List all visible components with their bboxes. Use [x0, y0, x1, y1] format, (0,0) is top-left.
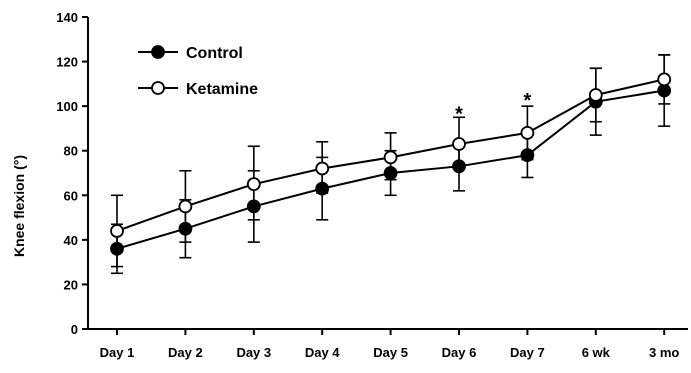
- x-tick-label: 6 wk: [582, 345, 611, 360]
- data-point-control: [246, 199, 261, 214]
- x-tick-labels: Day 1 Day 2 Day 3 Day 4 Day 5 Day 6 Day 7 6 wk 3…: [100, 329, 679, 360]
- significance-asterisk: *: [455, 103, 463, 125]
- data-point-control: [452, 159, 466, 174]
- y-tick-label: 140: [56, 10, 78, 25]
- legend-label-ketamine: Ketamine: [186, 81, 258, 98]
- x-tick-label: Day 1: [100, 345, 135, 360]
- x-tick-label: 3 mo: [649, 345, 679, 360]
- legend: Control Ketamine: [138, 45, 258, 98]
- x-tick-label: Day 3: [236, 345, 271, 360]
- data-point-ketamine: [315, 161, 330, 176]
- data-point-ketamine: [452, 137, 466, 151]
- data-point-control: [520, 148, 535, 163]
- data-point-ketamine: [178, 199, 193, 214]
- data-point-control: [315, 181, 330, 196]
- y-tick-label: 120: [56, 55, 78, 70]
- data-point-ketamine: [246, 177, 261, 192]
- data-point-control: [657, 83, 672, 98]
- data-point-ketamine: [657, 72, 672, 87]
- x-tick-label: Day 6: [442, 345, 477, 360]
- y-axis-title: Knee flexion (°): [11, 155, 27, 257]
- data-point-ketamine: [383, 150, 398, 165]
- x-tick-label: Day 2: [168, 345, 203, 360]
- axes: [87, 17, 688, 330]
- y-tick-label: 60: [64, 188, 78, 203]
- data-point-control: [110, 241, 124, 256]
- significance-asterisk: *: [524, 90, 532, 112]
- data-point-ketamine: [110, 224, 124, 238]
- y-tick-label: 20: [64, 277, 78, 292]
- y-tick-label: 100: [56, 99, 78, 114]
- legend-marker: [151, 81, 165, 95]
- x-tick-label: Day 5: [373, 345, 408, 360]
- data-point-control: [383, 166, 398, 180]
- legend-marker: [151, 45, 165, 59]
- y-ticks: 0 20 40 60 80 100 120 140: [56, 10, 88, 337]
- significance-annotations: **: [455, 90, 531, 125]
- x-tick-label: Day 7: [510, 345, 545, 360]
- legend-label-control: Control: [186, 45, 243, 62]
- data-point-ketamine: [520, 125, 535, 140]
- data-point-control: [178, 221, 193, 236]
- y-tick-label: 40: [64, 233, 78, 248]
- y-tick-label: 0: [71, 322, 78, 337]
- series-markers: [110, 72, 672, 256]
- data-point-ketamine: [588, 88, 603, 102]
- y-tick-label: 80: [64, 144, 78, 159]
- x-tick-label: Day 4: [305, 345, 340, 360]
